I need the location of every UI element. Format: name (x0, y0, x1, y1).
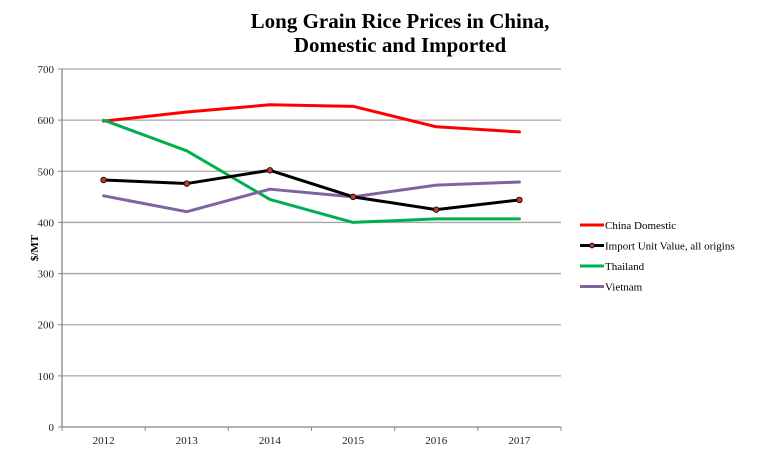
y-tick-label: 200 (38, 320, 55, 332)
gridlines (62, 68, 561, 377)
y-axis-label: $/MT (29, 234, 41, 261)
legend: China Domestic Import Unit Value, all ori… (580, 220, 735, 294)
data-point-import-unit-value-all-origins (183, 180, 190, 187)
y-tick-labels: 0 100 200 300 400 500 600 700 (38, 64, 55, 434)
x-tick-label: 2016 (425, 435, 448, 447)
legend-item-vietnam: Vietnam (580, 282, 643, 294)
data-point-import-unit-value-all-origins (100, 176, 107, 184)
data-point-import-unit-value-all-origins (266, 167, 274, 174)
series-lines (100, 103, 523, 224)
x-tick-label: 2013 (176, 435, 199, 447)
legend-label: China Domestic (605, 220, 676, 232)
legend-marker (589, 242, 595, 249)
x-tick-labels: 2012 2013 2014 2015 2016 2017 (93, 435, 531, 447)
y-tick-label: 700 (38, 64, 55, 76)
chart-title-line-1: Long Grain Rice Prices in China, (251, 9, 550, 33)
series-line-import-unit-value-all-origins (102, 168, 521, 212)
y-tick-label: 400 (38, 217, 55, 229)
data-point-import-unit-value-all-origins (433, 206, 440, 213)
legend-item-import-unit-value-all-origins: Import Unit Value, all origins (580, 241, 735, 253)
x-tick-label: 2015 (342, 435, 365, 447)
axes (58, 68, 562, 431)
series-line-vietnam (102, 180, 521, 214)
x-tick-label: 2017 (508, 435, 531, 447)
y-tick-label: 500 (38, 166, 55, 178)
data-point-import-unit-value-all-origins (516, 196, 523, 204)
series-line-china-domestic (102, 103, 521, 134)
chart-title-line-2: Domestic and Imported (294, 33, 507, 57)
y-tick-label: 100 (38, 371, 55, 383)
legend-label: Vietnam (605, 282, 643, 294)
x-tick-label: 2014 (259, 435, 282, 447)
series-line-thailand (102, 118, 521, 224)
y-tick-label: 600 (38, 115, 55, 127)
legend-label: Thailand (605, 261, 645, 273)
legend-label: Import Unit Value, all origins (605, 241, 735, 253)
y-tick-label: 0 (49, 422, 55, 434)
data-point-import-unit-value-all-origins (349, 193, 357, 201)
legend-item-china-domestic: China Domestic (580, 220, 676, 232)
x-tick-label: 2012 (93, 435, 115, 447)
legend-item-thailand: Thailand (580, 261, 645, 273)
y-tick-label: 300 (38, 269, 55, 281)
